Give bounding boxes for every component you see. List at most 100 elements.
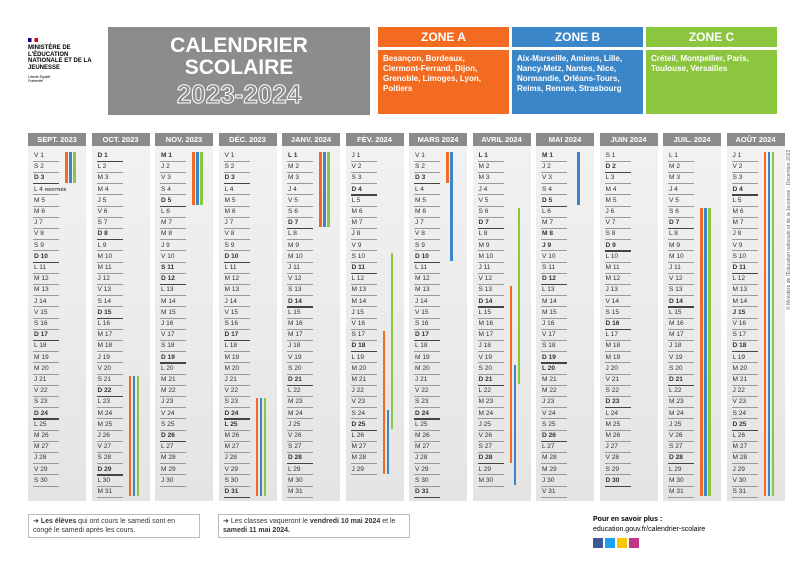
day: M 25 xyxy=(97,420,113,428)
day-rule xyxy=(96,283,123,285)
day: J 11 xyxy=(288,264,300,271)
day: M 24 xyxy=(97,409,113,417)
snapchat-icon[interactable] xyxy=(617,538,627,548)
day: L 22 xyxy=(288,387,301,395)
day: S 1 xyxy=(605,152,616,159)
day: J 27 xyxy=(605,443,618,451)
day-rule xyxy=(287,474,313,475)
day: S 9 xyxy=(224,241,235,249)
day-rule xyxy=(668,261,694,262)
day: V 14 xyxy=(605,297,620,305)
day-rule xyxy=(350,194,377,196)
day-rule xyxy=(160,216,186,218)
day-rule xyxy=(223,373,250,374)
day-rule xyxy=(33,485,59,486)
day: S 6 xyxy=(288,208,298,215)
day-rule xyxy=(668,485,694,486)
day-rule xyxy=(33,339,59,342)
day: V 12 xyxy=(669,275,683,283)
day: D 7 xyxy=(669,219,680,227)
credit: © Ministère de l'Éducation nationale et … xyxy=(786,149,792,310)
day: L 10 xyxy=(605,252,619,260)
day-rule xyxy=(287,227,313,230)
day: V 5 xyxy=(478,196,489,204)
month-header: JUIN 2024 xyxy=(599,133,658,146)
month-header: MARS 2024 xyxy=(409,133,467,146)
day-rule xyxy=(33,295,59,296)
day-rule xyxy=(287,351,313,352)
day-rule xyxy=(223,261,250,263)
day: D 16 xyxy=(605,320,620,327)
day: L 1 xyxy=(288,152,298,159)
day-rule xyxy=(477,216,504,218)
day-rule xyxy=(96,384,123,386)
day: M 2 xyxy=(669,163,680,171)
facebook-icon[interactable] xyxy=(593,538,603,548)
day-rule xyxy=(731,227,758,229)
day-rule xyxy=(731,463,758,464)
day: J 5 xyxy=(97,196,107,204)
day: L 5 xyxy=(732,196,742,204)
day-rule xyxy=(96,496,123,498)
day: J 9 xyxy=(161,241,170,249)
vacation-bar xyxy=(517,208,520,385)
day-rule xyxy=(668,351,694,352)
day: J 28 xyxy=(224,454,237,462)
day: M 13 xyxy=(224,286,240,294)
vacation-bar xyxy=(255,398,258,497)
day-rule xyxy=(96,272,123,274)
day: S 13 xyxy=(478,286,493,294)
day-rule xyxy=(350,227,377,229)
note-bold: samedi 11 mai 2024. xyxy=(223,527,290,534)
day-rule xyxy=(223,496,250,499)
day-rule xyxy=(477,250,504,251)
day: J 4 xyxy=(478,185,488,193)
day-rule xyxy=(604,339,631,341)
day: M 10 xyxy=(97,252,113,260)
flag xyxy=(28,38,38,42)
twitter-icon[interactable] xyxy=(605,538,615,548)
day-rule xyxy=(33,227,59,229)
day: V 19 xyxy=(669,353,683,361)
day-rule xyxy=(33,418,59,420)
day-rule xyxy=(731,395,758,397)
day-rule xyxy=(96,306,123,307)
day-rule xyxy=(541,373,567,374)
day-rule xyxy=(414,183,440,185)
day-rule xyxy=(604,216,631,218)
day-rule xyxy=(604,362,631,363)
day: J 14 xyxy=(415,297,428,305)
more-url[interactable]: education.gouv.fr/calendrier-scolaire xyxy=(593,526,706,533)
day-rule xyxy=(477,194,504,195)
day-rule xyxy=(223,295,250,296)
day-rule xyxy=(541,205,567,207)
day-rule xyxy=(477,395,504,397)
day: V 2 xyxy=(351,163,362,171)
day-rule xyxy=(477,362,504,363)
day: S 6 xyxy=(669,208,679,215)
day: M 31 xyxy=(288,488,303,495)
day-rule xyxy=(160,384,186,386)
day: L 4 xyxy=(415,185,424,193)
day: L 22 xyxy=(669,387,682,395)
day: S 2 xyxy=(224,163,235,171)
day-rule xyxy=(477,418,504,419)
day: M 9 xyxy=(288,241,299,249)
vacation-bar xyxy=(446,152,449,183)
day: S 8 xyxy=(605,230,616,238)
day-rule xyxy=(541,160,567,162)
vacation-bar xyxy=(196,152,199,205)
day-rule xyxy=(287,250,313,251)
day: D 28 xyxy=(478,454,493,462)
day: L 13 xyxy=(161,286,174,294)
day: J 14 xyxy=(224,297,237,305)
day: D 10 xyxy=(415,252,429,260)
day: S 21 xyxy=(97,376,112,383)
instagram-icon[interactable] xyxy=(629,538,639,548)
day: S 16 xyxy=(224,320,239,327)
day-rule xyxy=(33,306,59,307)
day: M 23 xyxy=(288,398,303,406)
day: D 26 xyxy=(161,432,175,439)
month-header: OCT. 2023 xyxy=(91,133,150,146)
day-rule xyxy=(541,395,567,397)
